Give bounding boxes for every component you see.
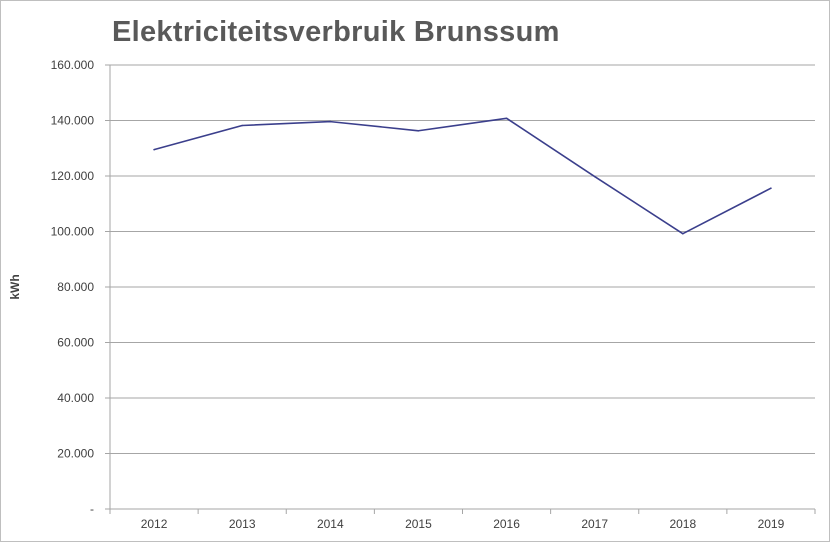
- data-point: [417, 129, 420, 132]
- data-point: [770, 187, 772, 190]
- data-point: [682, 232, 684, 235]
- x-tick-label: 2018: [669, 517, 696, 531]
- y-tick-label: -: [90, 502, 94, 516]
- data-point: [241, 124, 243, 127]
- y-tick-labels: - 20.000 40.000 60.000 80.000 100.000 120.000 1…: [51, 58, 95, 516]
- y-tick-label: 60.000: [57, 336, 94, 350]
- x-tick-label: 2016: [493, 517, 520, 531]
- x-tick-label: 2014: [317, 517, 344, 531]
- x-tick-label: 2019: [758, 517, 785, 531]
- y-tick-label: 20.000: [57, 447, 94, 461]
- x-tick-label: 2017: [581, 517, 608, 531]
- chart-title: Elektriciteitsverbruik Brunssum: [112, 16, 560, 48]
- data-point: [329, 120, 332, 123]
- data-point: [153, 148, 155, 151]
- y-tick-label: 160.000: [51, 58, 95, 72]
- axes: [109, 65, 816, 514]
- y-tick-label: 40.000: [57, 391, 94, 405]
- data-point: [505, 117, 508, 120]
- gridlines: [105, 64, 815, 510]
- x-tick-label: 2015: [405, 517, 432, 531]
- y-tick-label: 120.000: [51, 169, 95, 183]
- y-tick-label: 140.000: [51, 114, 95, 128]
- data-point: [593, 175, 596, 178]
- y-tick-label: 100.000: [51, 225, 95, 239]
- y-tick-label: 80.000: [57, 280, 94, 294]
- x-tick-label: 2013: [229, 517, 256, 531]
- x-tick-labels: 2012 2013 2014 2015 2016 2017 2018 2019: [141, 517, 785, 531]
- series-lines: [153, 117, 772, 235]
- x-tick-label: 2012: [141, 517, 168, 531]
- series-line: [153, 117, 772, 235]
